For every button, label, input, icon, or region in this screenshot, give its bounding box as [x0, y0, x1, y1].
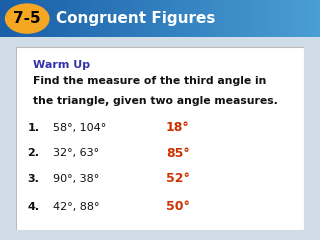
Text: Congruent Figures: Congruent Figures	[56, 11, 215, 26]
Text: 2.: 2.	[28, 148, 40, 158]
Text: 1.: 1.	[28, 123, 40, 132]
Text: 85°: 85°	[166, 147, 189, 160]
Text: Find the measure of the third angle in: Find the measure of the third angle in	[33, 76, 267, 86]
Text: the triangle, given two angle measures.: the triangle, given two angle measures.	[33, 96, 278, 106]
Text: 4.: 4.	[28, 202, 40, 211]
Text: 52°: 52°	[166, 173, 190, 186]
Text: Warm Up: Warm Up	[33, 60, 91, 70]
Text: 18°: 18°	[166, 121, 189, 134]
Ellipse shape	[5, 3, 50, 34]
Text: 7-5: 7-5	[13, 11, 41, 26]
Text: 32°, 63°: 32°, 63°	[53, 148, 100, 158]
Text: 58°, 104°: 58°, 104°	[53, 123, 107, 132]
Text: 3.: 3.	[28, 174, 39, 184]
FancyBboxPatch shape	[16, 47, 304, 230]
Text: 90°, 38°: 90°, 38°	[53, 174, 100, 184]
Text: 50°: 50°	[166, 200, 190, 213]
Text: 42°, 88°: 42°, 88°	[53, 202, 100, 211]
